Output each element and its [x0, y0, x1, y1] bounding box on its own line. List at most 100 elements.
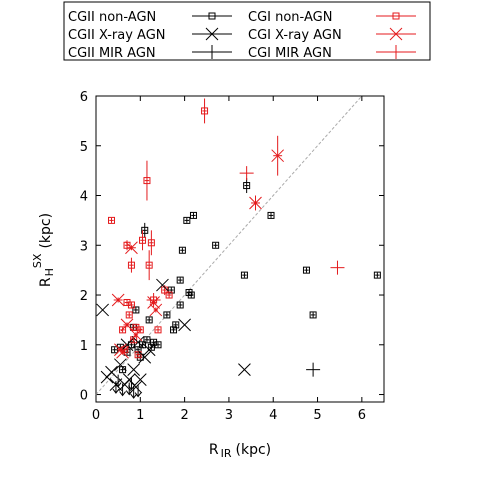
data-point — [187, 291, 195, 299]
data-point — [149, 303, 163, 317]
data-point — [147, 343, 155, 351]
data-point — [302, 266, 310, 274]
legend-marker — [389, 45, 403, 59]
series-4 — [112, 362, 321, 399]
series-2 — [96, 278, 251, 394]
data-point — [105, 365, 118, 379]
data-point — [134, 351, 142, 359]
x-tick-label: 4 — [269, 408, 277, 423]
data-point — [114, 358, 127, 372]
series-0 — [111, 178, 381, 374]
data-point — [240, 271, 248, 279]
data-point — [271, 149, 285, 163]
legend-marker — [205, 45, 219, 59]
legend: CGII non-AGN CGI non-AGN CGII X-ray AGN CGI… — [63, 1, 431, 61]
upper-limit-arrow — [125, 382, 133, 396]
data-point — [183, 216, 191, 224]
data-point — [116, 345, 129, 359]
upper-limit-arrow — [134, 384, 142, 398]
data-point — [172, 321, 180, 329]
data-point — [146, 293, 161, 307]
y-tick-label: 6 — [80, 90, 88, 105]
data-point — [163, 311, 171, 319]
data-point — [201, 107, 209, 115]
upper-limit-arrow — [119, 383, 126, 397]
data-point — [267, 211, 275, 219]
data-point — [123, 298, 131, 306]
data-point — [138, 350, 152, 364]
data-point — [178, 246, 186, 254]
x-tick-label: 3 — [225, 408, 233, 423]
data-point — [132, 323, 140, 331]
y-tick-label: 1 — [80, 339, 88, 354]
data-point — [139, 236, 147, 244]
series-5 — [146, 166, 345, 307]
data-point — [129, 328, 143, 342]
y-label-main: R — [38, 277, 54, 287]
legend-label: CGI MIR AGN — [248, 46, 332, 61]
data-point — [239, 166, 254, 181]
data-point — [127, 301, 135, 309]
data-point — [176, 276, 184, 284]
x-tick-label: 6 — [358, 408, 366, 423]
y-tick-label: 5 — [80, 140, 88, 155]
data-point — [127, 261, 135, 269]
data-point — [120, 338, 134, 352]
data-point — [178, 318, 191, 332]
legend-label: CGII X-ray AGN — [68, 28, 166, 43]
data-point — [176, 301, 184, 309]
legend-marker — [389, 27, 403, 41]
data-point — [189, 211, 197, 219]
data-point — [142, 343, 156, 357]
data-point — [167, 286, 175, 294]
y-label-sub: H — [43, 268, 56, 276]
data-point — [136, 353, 144, 361]
axis-ticks: 0 1 2 3 4 5 6 0 1 2 3 4 5 6 — [80, 90, 384, 423]
x-tick-label: 2 — [180, 408, 188, 423]
data-point — [185, 289, 193, 297]
data-point — [136, 326, 144, 334]
data-point — [309, 311, 317, 319]
x-tick-label: 5 — [313, 408, 321, 423]
data-point — [139, 341, 147, 349]
data-point — [145, 261, 153, 269]
x-label-main: R — [209, 442, 219, 458]
data-point — [373, 271, 381, 279]
data-point — [141, 226, 149, 234]
data-point — [165, 291, 173, 299]
data-point — [154, 341, 162, 349]
y-tick-label: 2 — [80, 289, 88, 304]
data-marks — [96, 98, 381, 399]
series-1 — [108, 98, 209, 359]
x-tick-label: 1 — [136, 408, 144, 423]
data-point — [143, 177, 151, 185]
data-point — [127, 341, 135, 349]
data-point — [147, 239, 155, 247]
data-point — [120, 318, 134, 332]
data-point — [170, 326, 178, 334]
data-point — [125, 241, 138, 255]
x-axis-label: R IR (kpc) — [209, 442, 271, 460]
data-point — [143, 336, 151, 344]
legend-marker — [392, 12, 400, 20]
legend-box — [63, 1, 431, 61]
legend-label: CGI non-AGN — [248, 10, 332, 25]
x-tick-label: 0 — [92, 408, 100, 423]
data-point — [127, 363, 141, 377]
legend-label: CGII non-AGN — [68, 10, 156, 25]
data-point — [156, 278, 169, 292]
upper-limit-arrow — [130, 386, 138, 399]
data-point — [249, 196, 262, 210]
data-point — [131, 335, 145, 349]
y-tick-label: 0 — [80, 389, 88, 404]
legend-label: CGI X-ray AGN — [248, 28, 342, 43]
y-label-sup: SX — [31, 253, 44, 268]
data-point — [122, 373, 136, 386]
data-point — [212, 241, 220, 249]
y-axis-label: RHSX (kpc) — [31, 213, 56, 287]
plot-frame — [95, 95, 385, 403]
data-point — [145, 316, 153, 324]
data-point — [119, 326, 127, 334]
upper-limit-arrow — [114, 374, 122, 388]
